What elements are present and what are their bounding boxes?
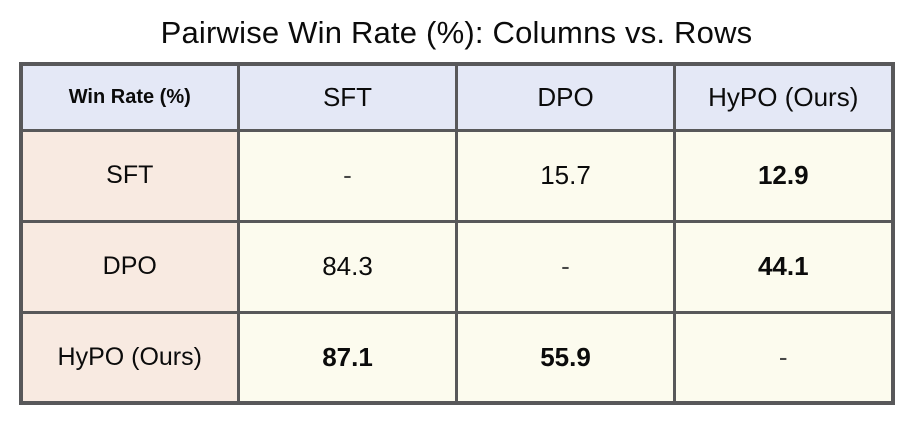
column-header-dpo: DPO [455, 62, 676, 132]
cell-sft-vs-dpo: 84.3 [237, 219, 458, 314]
row-header-sft: SFT [19, 128, 240, 223]
cell-sft-vs-sft: - [237, 128, 458, 223]
header-row: Win Rate (%) SFT DPO HyPO (Ours) [19, 62, 894, 132]
table-row-sft: SFT - 15.7 12.9 [19, 128, 894, 223]
row-header-dpo: DPO [19, 219, 240, 314]
cell-hypo-vs-sft: 12.9 [673, 128, 894, 223]
figure-title: Pairwise Win Rate (%): Columns vs. Rows [160, 15, 753, 50]
corner-header-cell: Win Rate (%) [19, 62, 240, 132]
column-header-hypo: HyPO (Ours) [673, 62, 894, 132]
table-row-dpo: DPO 84.3 - 44.1 [19, 219, 894, 314]
cell-dpo-vs-dpo: - [455, 219, 676, 314]
win-rate-table: Win Rate (%) SFT DPO HyPO (Ours) SFT - 1… [18, 62, 895, 405]
cell-sft-vs-hypo: 87.1 [237, 310, 458, 405]
cell-hypo-vs-dpo: 44.1 [673, 219, 894, 314]
cell-dpo-vs-hypo: 55.9 [455, 310, 676, 405]
row-header-hypo: HyPO (Ours) [19, 310, 240, 405]
cell-dpo-vs-sft: 15.7 [455, 128, 676, 223]
table-row-hypo: HyPO (Ours) 87.1 55.9 - [19, 310, 894, 405]
column-header-sft: SFT [237, 62, 458, 132]
cell-hypo-vs-hypo: - [673, 310, 894, 405]
